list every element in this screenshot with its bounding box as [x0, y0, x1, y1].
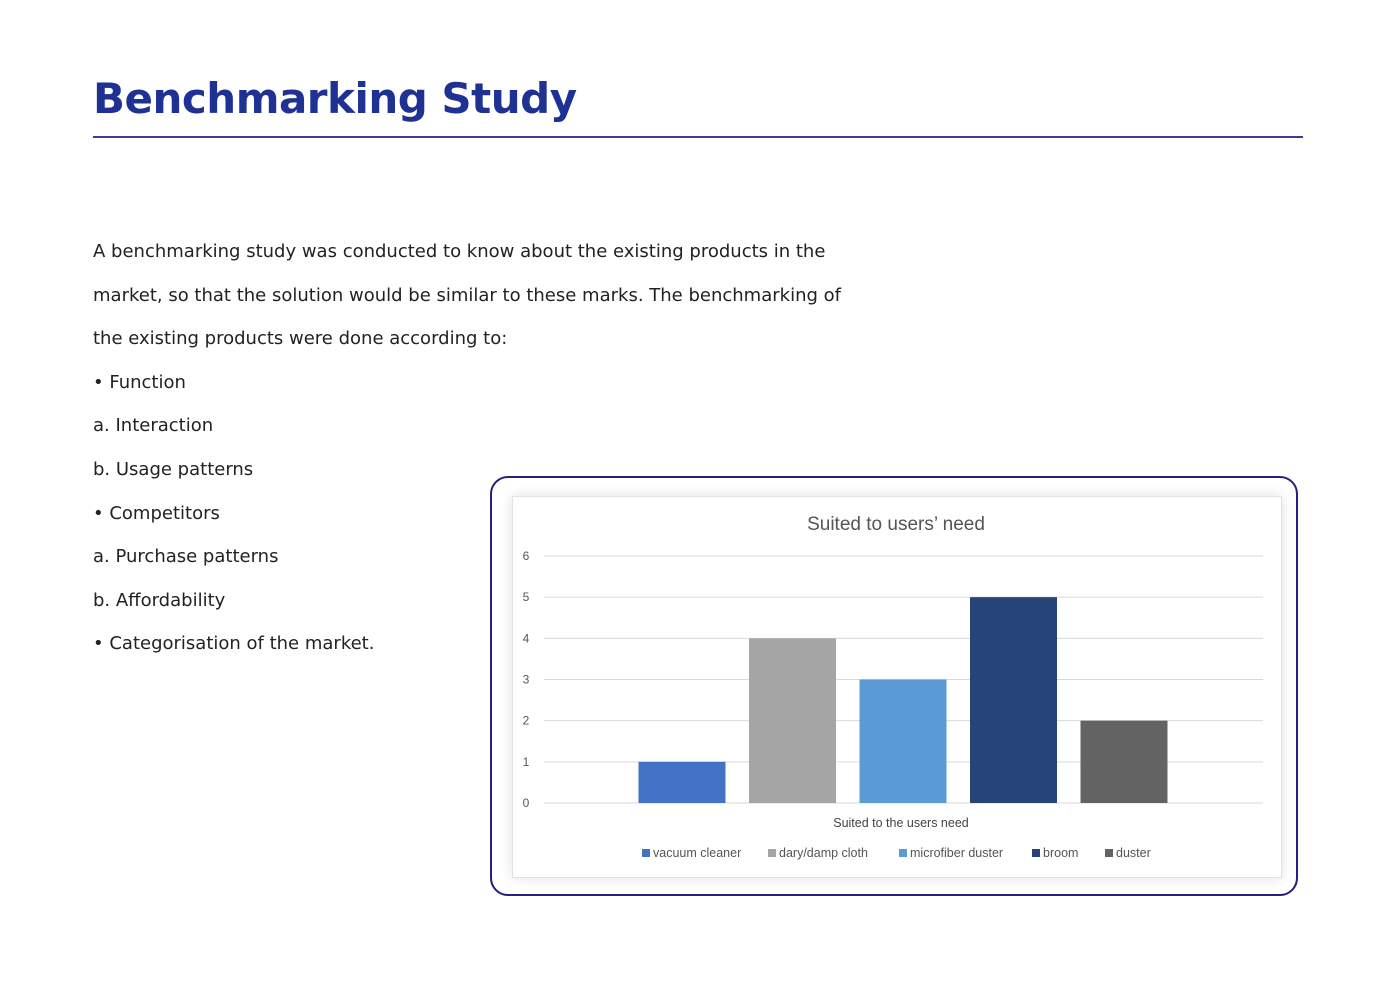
- text-line: market, so that the solution would be si…: [93, 284, 841, 306]
- bar-vacuum-cleaner: [638, 761, 726, 803]
- chart-frame: [490, 476, 1298, 896]
- legend-swatch: [899, 849, 907, 857]
- legend-swatch: [1032, 849, 1040, 857]
- legend-swatch: [1105, 849, 1113, 857]
- chart-title: Suited to users’ need: [807, 514, 985, 535]
- bar-dary-damp-cloth: [749, 638, 836, 803]
- intro-text: A benchmarking study was conducted to kn…: [93, 238, 841, 674]
- title-divider: [93, 136, 1303, 138]
- legend-label: microfiber duster: [910, 846, 1003, 860]
- sub-item: b. Usage patterns: [93, 458, 254, 480]
- legend-label: broom: [1043, 846, 1078, 860]
- y-tick-label: 0: [523, 796, 530, 810]
- bar-duster: [1080, 720, 1168, 803]
- y-tick-label: 4: [523, 631, 530, 645]
- y-tick-label: 2: [523, 714, 530, 728]
- bullet-competitors: • Competitors: [93, 502, 220, 524]
- bar-chart: Suited to users’ need 0 1 2 3 4 5 6 Suited to …: [523, 514, 1263, 860]
- y-tick-label: 6: [523, 549, 530, 563]
- chart-panel: Suited to users’ need 0 1 2 3 4 5 6 Suited to …: [512, 496, 1282, 878]
- legend-swatch: [642, 849, 650, 857]
- y-tick-label: 1: [523, 755, 530, 769]
- bar-broom: [970, 597, 1057, 803]
- bullet-categorisation: • Categorisation of the market.: [93, 633, 375, 655]
- legend-swatch: [768, 849, 776, 857]
- y-tick-label: 3: [523, 673, 530, 687]
- legend-label: dary/damp cloth: [779, 846, 868, 860]
- page-title: Benchmarking Study: [93, 74, 577, 123]
- sub-item: b. Affordability: [93, 589, 226, 611]
- y-tick-label: 5: [523, 590, 530, 604]
- x-axis-label: Suited to the users need: [833, 816, 969, 830]
- sub-item: a. Purchase patterns: [93, 546, 279, 568]
- legend-label: duster: [1116, 846, 1151, 860]
- sub-item: a. Interaction: [93, 415, 214, 437]
- text-line: the existing products were done accordin…: [93, 328, 508, 350]
- bar-microfiber-duster: [859, 679, 947, 803]
- legend-label: vacuum cleaner: [653, 846, 741, 860]
- bullet-function: • Function: [93, 371, 186, 393]
- text-line: A benchmarking study was conducted to kn…: [93, 241, 826, 262]
